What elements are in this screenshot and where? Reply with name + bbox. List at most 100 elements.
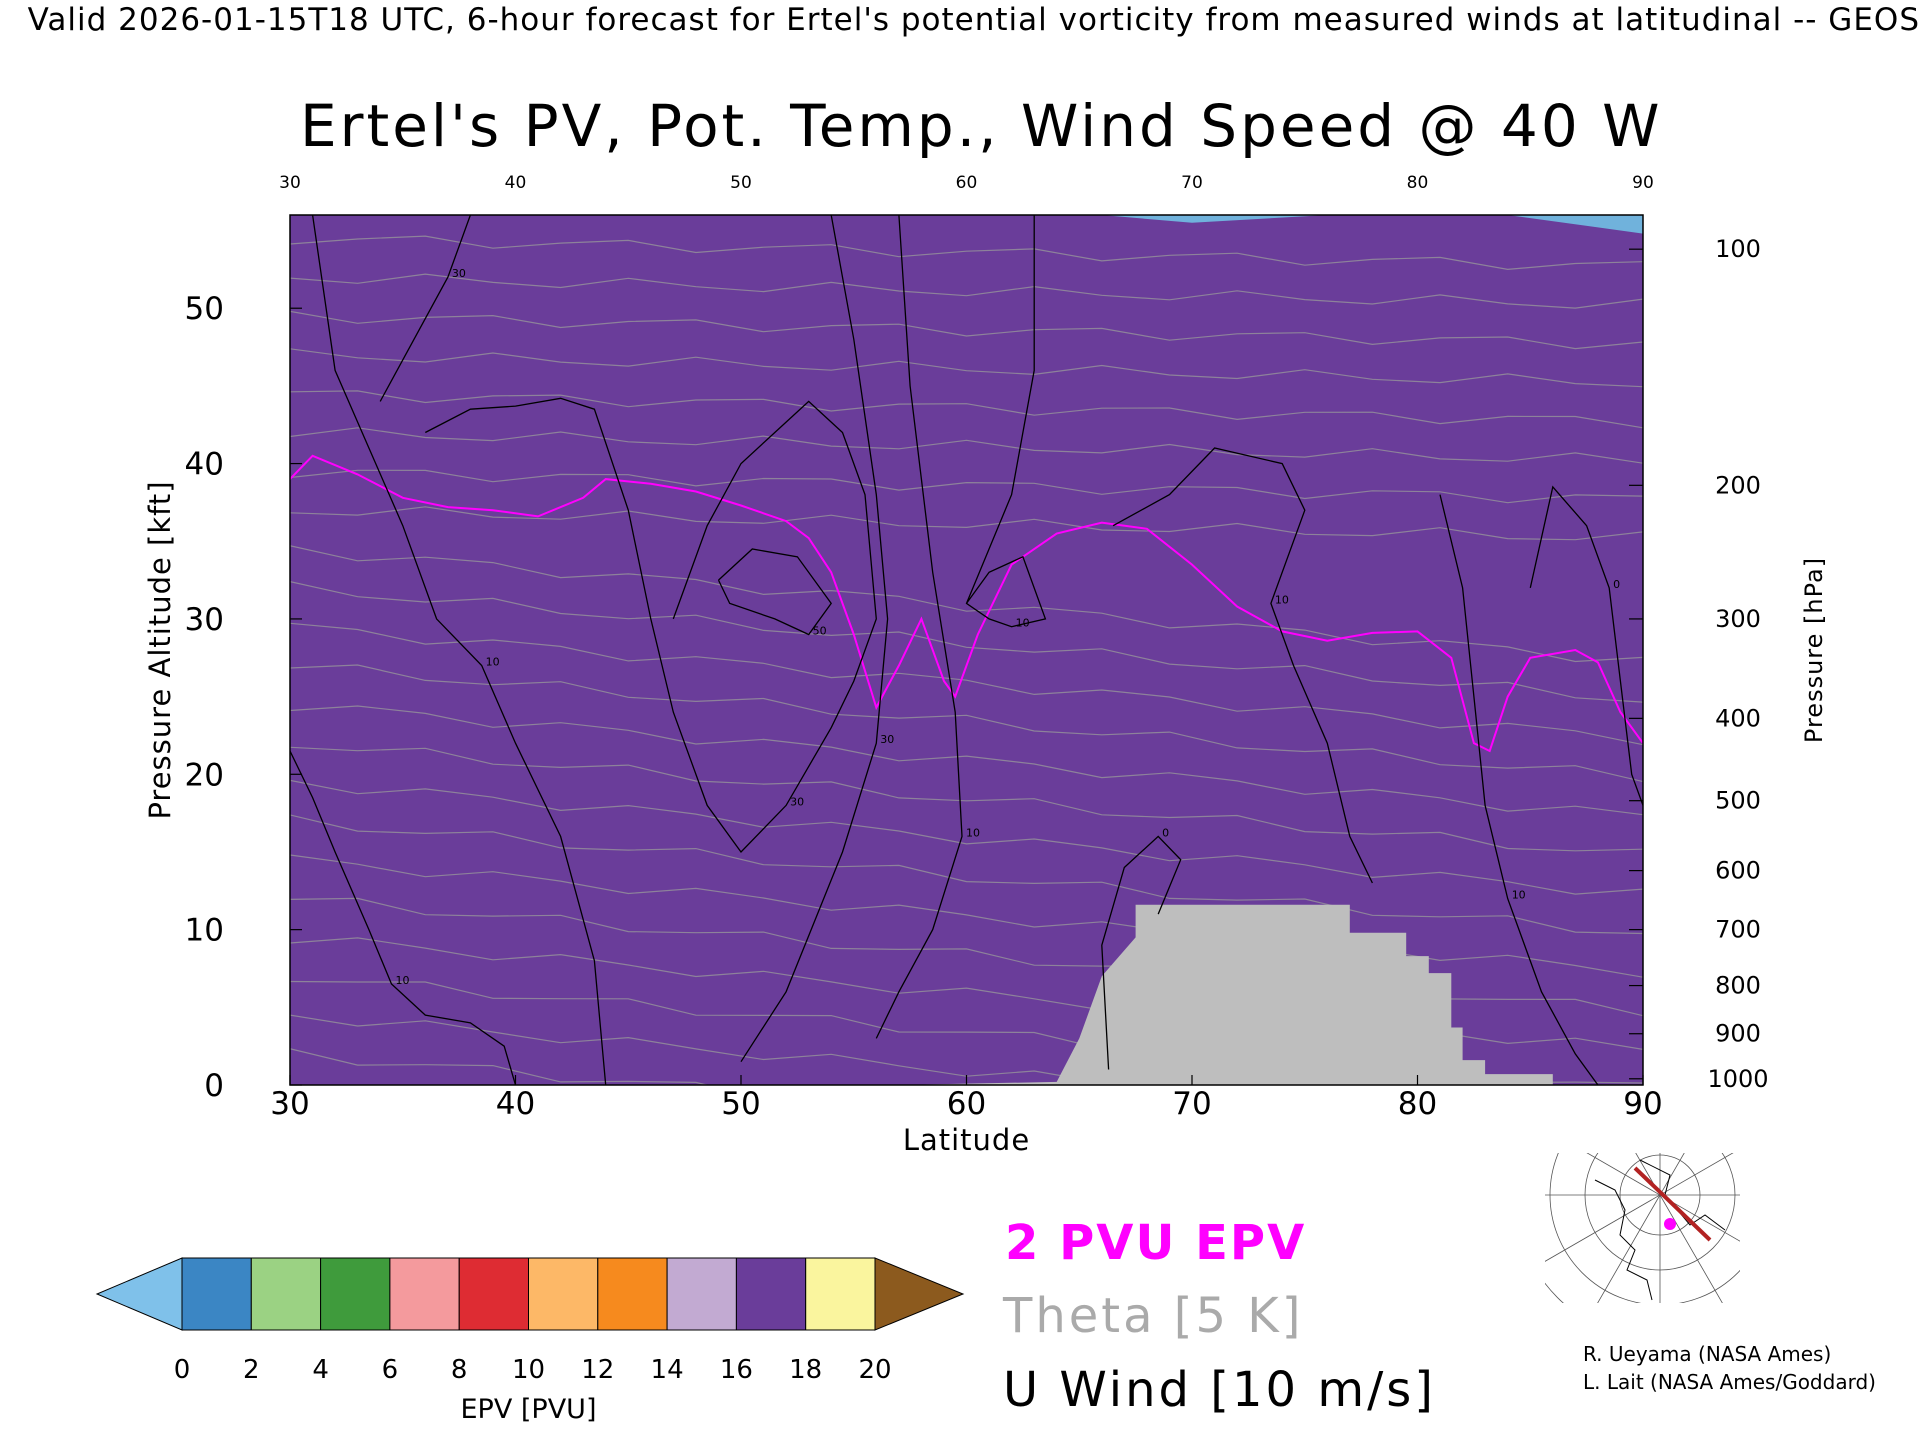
x-tick-label-top: 90 (1632, 173, 1654, 193)
header-text: Valid 2026-01-15T18 UTC, 6-hour forecast… (27, 2, 1920, 38)
u-wind-contour-label: 0 (1613, 578, 1620, 591)
plot-layers: 10 10 30 30 50 30 10 10 10 0 10 0 (290, 215, 1643, 1085)
colorbar-tick-label: 4 (312, 1355, 329, 1385)
theta-isentrope (290, 664, 1643, 783)
u-wind-contour-label: 10 (966, 826, 980, 839)
theta-isentrope (290, 427, 1643, 464)
colorbar-tick-label: 16 (720, 1355, 753, 1385)
colorbar-segment (597, 1257, 668, 1331)
pressure-tick-label: 300 (1715, 605, 1761, 633)
colorbar-segment (528, 1257, 599, 1331)
colorbar-tick-label: 8 (451, 1355, 468, 1385)
u-wind-contour-label: 10 (1016, 617, 1030, 630)
theta-isentrope (290, 746, 1643, 852)
u-wind-contour-label: 30 (790, 795, 804, 808)
theta-isentrope (290, 469, 1643, 504)
x-tick-label: 50 (721, 1086, 760, 1122)
u-wind-contour (1529, 485, 1643, 806)
pressure-tick-label: 1000 (1707, 1065, 1768, 1093)
u-wind-contour-label: 0 (1162, 826, 1169, 839)
y-tick-label: 0 (204, 1068, 224, 1104)
theta-isentrope (290, 779, 1643, 895)
layer-purple (290, 215, 1643, 1085)
x-tick-label: 60 (947, 1086, 986, 1122)
x-tick-label-top: 40 (505, 173, 527, 193)
pressure-tick-label: 400 (1715, 704, 1761, 732)
colorbar-segment (735, 1257, 807, 1331)
u-wind-contour (311, 215, 607, 1085)
u-wind-contour (425, 397, 877, 854)
colorbar-label: EPV [PVU] (461, 1394, 597, 1425)
y-tick-label: 10 (185, 913, 224, 949)
colorbar-tick-label: 12 (581, 1355, 614, 1385)
theta-isentrope (290, 310, 1643, 350)
x-tick-label-top: 30 (279, 173, 301, 193)
theta-isentrope (290, 348, 1643, 388)
y-tick-label: 40 (185, 447, 224, 483)
pressure-tick-label: 700 (1715, 916, 1761, 944)
colorbar-tick-label: 18 (789, 1355, 822, 1385)
u-wind-contour (1439, 494, 1599, 1085)
colorbar-segment (250, 1257, 322, 1331)
legend-theta-label: Theta [5 K] (1003, 1288, 1304, 1344)
x-tick-label: 90 (1623, 1086, 1662, 1122)
y-axis-label-right: Pressure [hPa] (1800, 557, 1828, 743)
u-wind-contour-label: 30 (452, 267, 466, 280)
u-wind-contour-label: 50 (813, 624, 827, 637)
legend-2pvu-label: 2 PVU EPV (1005, 1215, 1307, 1271)
colorbar-tick-label: 2 (243, 1355, 260, 1385)
pressure-tick-label: 600 (1715, 857, 1761, 885)
u-wind-contour (1101, 835, 1182, 1070)
inset-map (1545, 1153, 1740, 1303)
x-tick-label-top: 50 (730, 173, 752, 193)
u-wind-contour (1112, 447, 1373, 884)
theta-isentrope (290, 1048, 710, 1085)
map-marker (1664, 1218, 1676, 1230)
pressure-tick-label: 100 (1715, 235, 1761, 263)
credit-line-2: L. Lait (NASA Ames/Goddard) (1583, 1370, 1876, 1394)
theta-isentrope (290, 581, 1643, 703)
theta-isentrope (290, 545, 1643, 663)
u-wind-contour (717, 548, 833, 636)
colorbar-segment (458, 1257, 530, 1331)
u-wind-contour-label: 30 (880, 733, 894, 746)
colorbar-tick-label: 6 (382, 1355, 399, 1385)
inset-map-body (1545, 1153, 1740, 1303)
pressure-tick-label: 500 (1715, 787, 1761, 815)
pressure-tick-label: 200 (1715, 471, 1761, 499)
u-wind-contour (875, 215, 963, 1039)
colorbar-segment (805, 1257, 876, 1331)
y-tick-label: 50 (185, 291, 224, 327)
theta-isentrope (290, 814, 1643, 935)
pressure-tick-label: 900 (1715, 1020, 1761, 1048)
x-tick-label-top: 80 (1407, 173, 1429, 193)
u-wind-contour (379, 215, 472, 402)
u-wind-contour-label: 10 (395, 974, 409, 987)
map-section-line (1633, 1166, 1712, 1242)
colorbar-segment (389, 1257, 460, 1331)
credit-line-1: R. Ueyama (NASA Ames) (1583, 1342, 1832, 1366)
surface-mask (898, 904, 1553, 1085)
u-wind-contour-label: 10 (486, 656, 500, 669)
u-wind-contour (965, 215, 1047, 628)
y-axis-label-left: Pressure Altitude [kft] (143, 480, 177, 819)
x-tick-label: 30 (270, 1086, 309, 1122)
colorbar-segment (320, 1257, 391, 1331)
colorbar-segment (666, 1257, 737, 1331)
u-wind-contour (740, 215, 889, 1063)
colorbar-tick-label: 10 (512, 1355, 545, 1385)
theta-isentrope (290, 506, 1643, 541)
theta-isentrope (290, 390, 1643, 429)
legend-uwind-label: U Wind [10 m/s] (1003, 1362, 1437, 1418)
x-axis-label: Latitude (903, 1123, 1030, 1157)
map-meridian (1545, 1153, 1734, 1262)
x-tick-label: 70 (1172, 1086, 1211, 1122)
y-tick-label: 20 (185, 757, 224, 793)
x-tick-label-top: 60 (956, 173, 978, 193)
u-wind-contour-label: 10 (1512, 889, 1526, 902)
x-tick-label: 40 (496, 1086, 535, 1122)
u-wind-contour-label: 10 (1275, 593, 1289, 606)
colorbar-under-arrow (95, 1257, 183, 1331)
